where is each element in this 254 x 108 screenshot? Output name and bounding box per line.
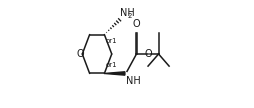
Text: or1: or1 [106,38,118,44]
Text: O: O [144,49,152,59]
Text: 2: 2 [128,13,132,19]
Polygon shape [104,72,125,75]
Text: O: O [76,49,84,59]
Text: NH: NH [126,76,140,86]
Text: NH: NH [120,8,135,18]
Text: O: O [133,19,140,29]
Text: or1: or1 [106,62,118,68]
